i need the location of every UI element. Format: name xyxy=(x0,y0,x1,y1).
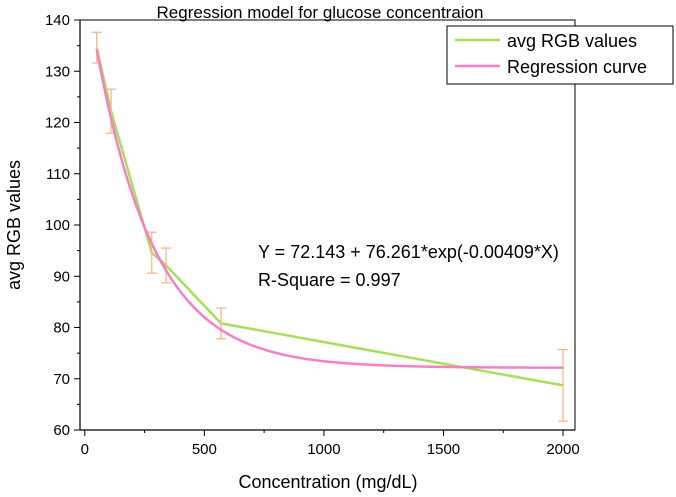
r-square-value: R-Square = 0.997 xyxy=(258,270,401,290)
series-regression-curve xyxy=(95,48,564,369)
x-axis-title: Concentration (mg/dL) xyxy=(238,472,417,492)
series-avg-rgb-line xyxy=(95,47,564,387)
x-tick-label: 1500 xyxy=(427,441,460,458)
legend-label-regression: Regression curve xyxy=(507,57,647,77)
chart-title: Regression model for glucose concentraio… xyxy=(157,3,484,22)
regression-equation: Y = 72.143 + 76.261*exp(-0.00409*X) xyxy=(258,242,559,262)
x-tick-label: 500 xyxy=(192,441,217,458)
y-tick-label: 100 xyxy=(45,217,70,234)
y-tick-label: 90 xyxy=(53,268,70,285)
legend-label-avg-rgb: avg RGB values xyxy=(507,31,637,51)
y-tick-label: 110 xyxy=(46,166,70,183)
y-tick-label: 130 xyxy=(45,63,70,80)
legend-box xyxy=(446,25,674,85)
legend: avg RGB values Regression curve xyxy=(446,25,674,85)
y-axis-title: avg RGB values xyxy=(4,160,24,290)
y-tick-label: 70 xyxy=(53,371,70,388)
x-tick-label: 1000 xyxy=(307,441,340,458)
x-ticks: 0 500 1000 1500 2000 xyxy=(81,430,580,458)
x-tick-label: 2000 xyxy=(546,441,579,458)
y-tick-label: 120 xyxy=(45,115,70,132)
y-ticks: 60 70 80 90 100 110 120 130 140 xyxy=(45,12,80,439)
y-tick-label: 80 xyxy=(53,320,70,337)
series-layer xyxy=(91,31,569,422)
y-tick-label: 140 xyxy=(45,12,70,29)
x-tick-label: 0 xyxy=(81,441,89,458)
y-tick-label: 60 xyxy=(53,422,70,439)
